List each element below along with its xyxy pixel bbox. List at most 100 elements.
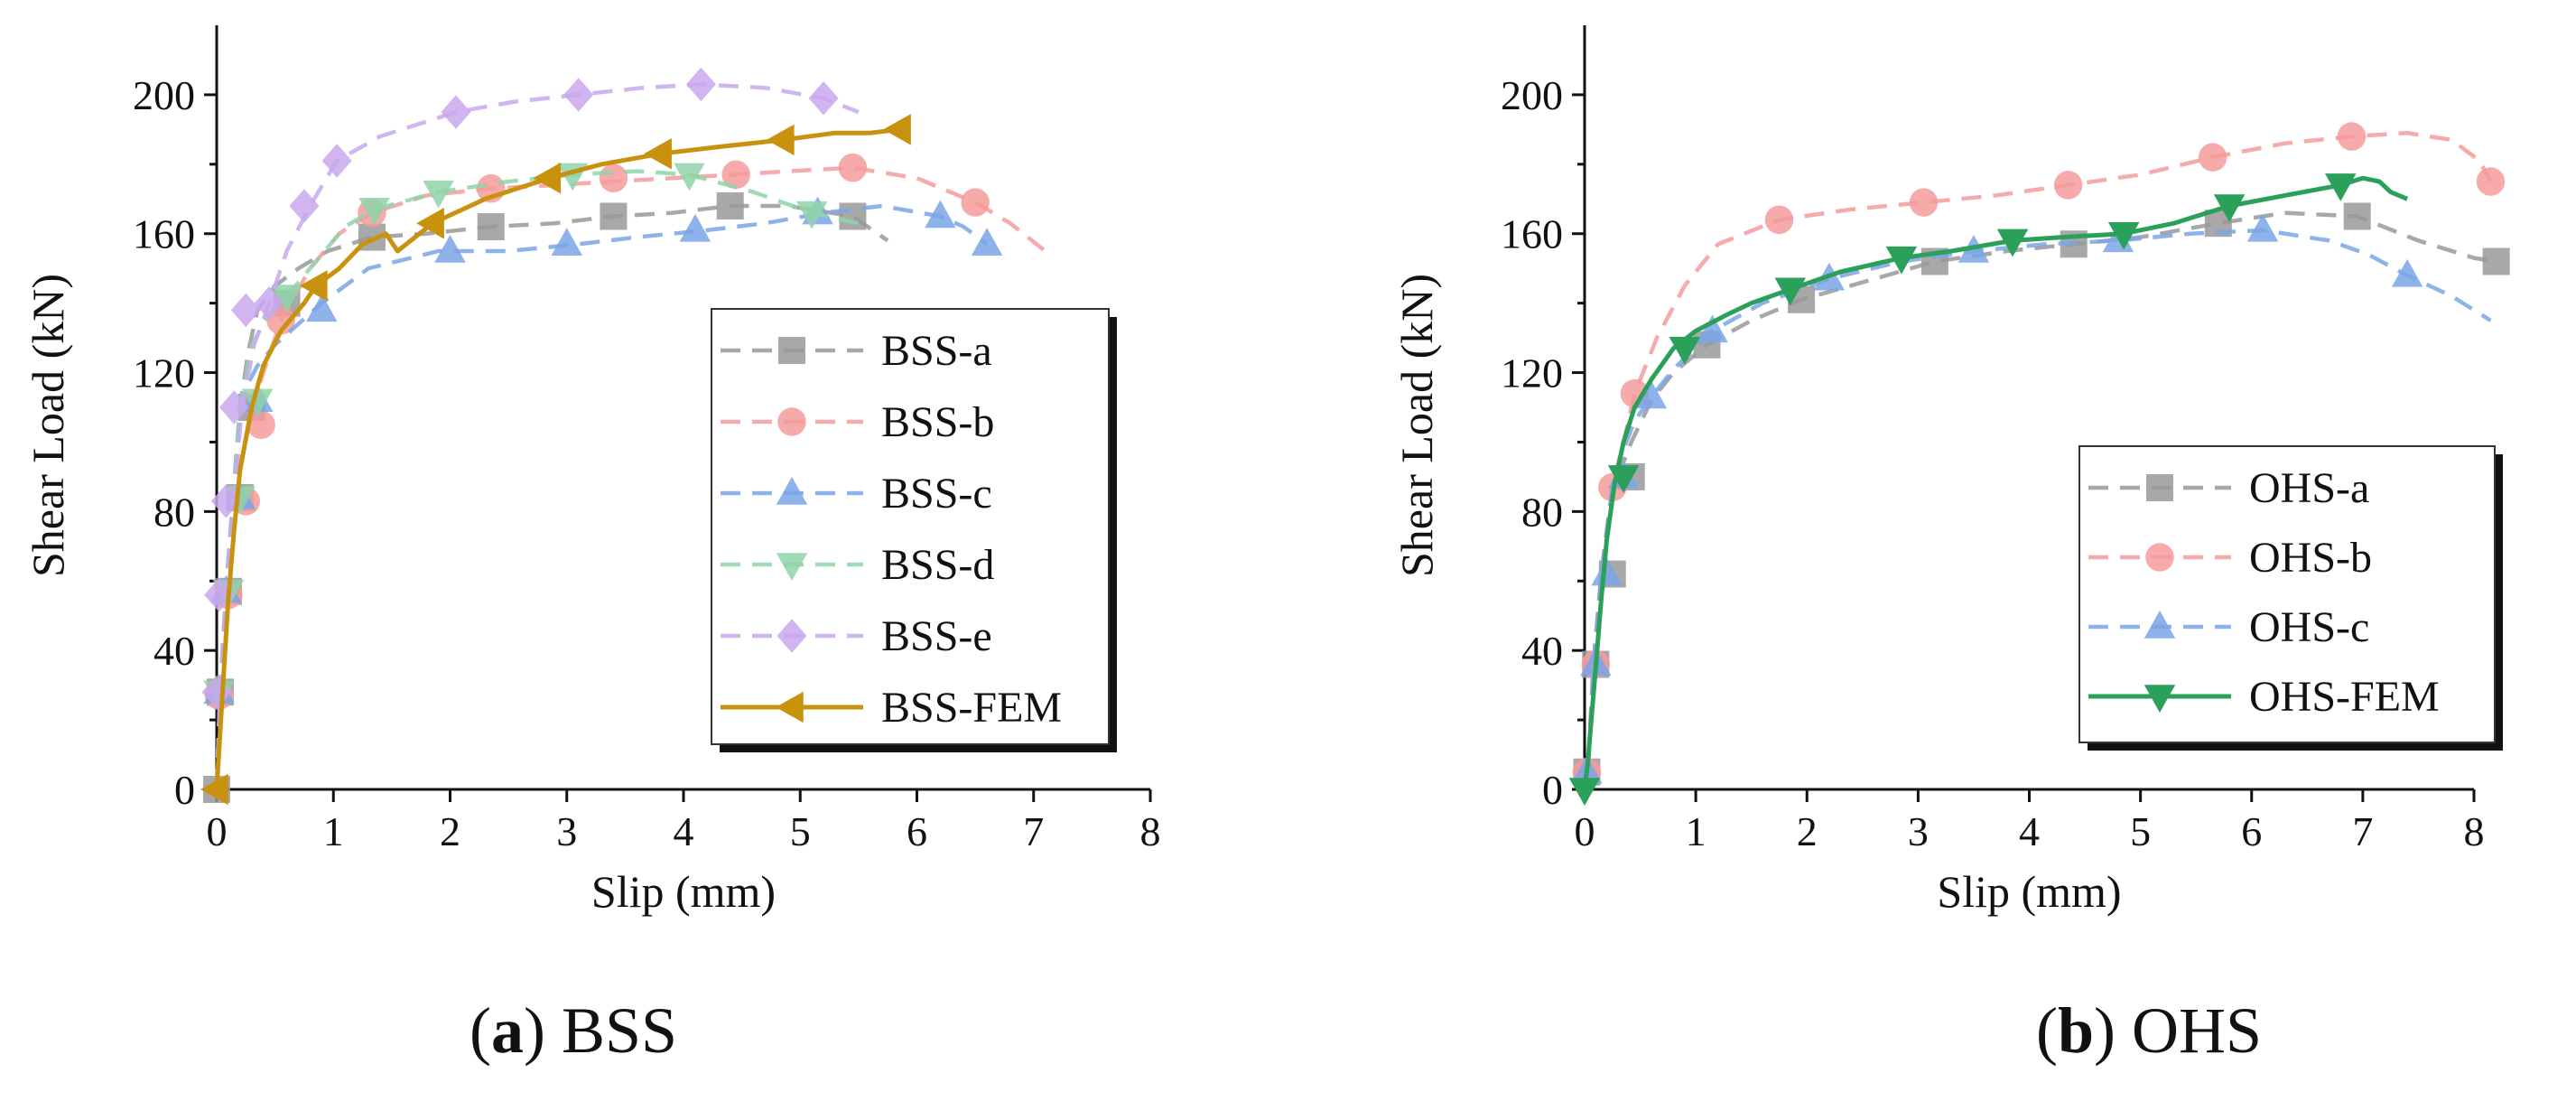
series-marker	[644, 138, 672, 170]
legend-item: OHS-a	[2088, 464, 2369, 512]
legend-label: OHS-a	[2249, 464, 2369, 512]
series-marker	[679, 213, 711, 242]
x-tick-label: 0	[1575, 808, 1595, 854]
legend-label: OHS-c	[2249, 603, 2369, 651]
legend-swatch-marker	[2144, 685, 2176, 713]
caption-letter: a	[491, 994, 524, 1067]
series-marker	[1697, 314, 1728, 343]
legend: OHS-a OHS-b OHS-c OHS-FEM	[2078, 445, 2503, 751]
series-marker	[2337, 122, 2367, 151]
series-marker	[766, 124, 795, 156]
series-marker	[2391, 258, 2423, 287]
y-tick-label: 160	[133, 211, 195, 257]
legend-label: BSS-d	[881, 541, 994, 589]
series-marker	[299, 270, 328, 302]
series-line	[214, 126, 900, 790]
series-marker	[246, 410, 275, 439]
x-tick-label: 2	[440, 808, 460, 854]
y-tick-label: 200	[133, 72, 195, 118]
legend-swatch-marker	[776, 477, 808, 505]
series-marker	[563, 78, 594, 112]
series-marker	[2053, 171, 2083, 200]
series-marker	[808, 81, 839, 116]
series-marker	[1568, 778, 1601, 806]
series-marker	[2482, 247, 2510, 275]
x-axis-title: Slip (mm)	[591, 866, 776, 917]
series-marker	[1885, 246, 1918, 275]
x-tick-label: 4	[2019, 808, 2040, 854]
series-marker	[685, 67, 716, 102]
series-marker	[254, 285, 284, 321]
legend-label: BSS-a	[881, 327, 992, 375]
y-tick-label: 120	[1501, 350, 1563, 397]
legend-swatch-marker	[776, 691, 804, 723]
legend-swatch-marker	[777, 407, 806, 436]
x-axis-title: Slip (mm)	[1937, 866, 2121, 917]
legend-swatch-marker	[2146, 474, 2173, 501]
legend-item: BSS-FEM	[721, 684, 1062, 732]
x-tick-label: 1	[1686, 808, 1706, 854]
series-marker	[477, 213, 505, 241]
series-marker	[839, 202, 867, 230]
series-marker	[2476, 167, 2506, 196]
series-marker	[2107, 221, 2140, 250]
legend-label: BSS-c	[881, 470, 992, 518]
caption-name: BSS	[562, 994, 677, 1067]
series-marker	[883, 114, 911, 145]
series-marker	[961, 188, 990, 217]
x-tick-label: 0	[207, 808, 228, 854]
panel-caption: (b) OHS	[2036, 994, 2262, 1067]
x-tick-label: 6	[907, 808, 927, 854]
y-tick-label: 200	[1501, 72, 1563, 118]
y-tick-label: 40	[153, 628, 195, 674]
series-marker	[600, 202, 628, 230]
series-marker	[416, 207, 444, 239]
series-marker	[210, 484, 241, 518]
series-marker	[551, 228, 582, 257]
series-marker	[289, 189, 320, 223]
y-axis-title: Shear Load (kN)	[1391, 274, 1442, 577]
y-axis-title: Shear Load (kN)	[23, 274, 73, 577]
series-marker	[434, 234, 466, 263]
series-line	[214, 203, 989, 790]
x-tick-label: 3	[1908, 808, 1929, 854]
series-marker	[423, 180, 454, 209]
x-tick-label: 5	[790, 808, 811, 854]
series-marker	[716, 191, 744, 219]
series-marker	[219, 390, 249, 425]
legend-label: BSS-b	[881, 398, 994, 446]
series-marker	[795, 201, 828, 229]
legend-swatch-marker	[2144, 611, 2176, 639]
series-marker	[306, 294, 338, 322]
series-marker	[599, 163, 628, 192]
x-tick-label: 8	[1140, 808, 1161, 854]
series-marker	[674, 163, 705, 191]
series-marker	[1635, 380, 1668, 409]
x-tick-label: 4	[674, 808, 694, 854]
series-marker	[200, 773, 228, 806]
legend-item: BSS-c	[721, 470, 992, 518]
legend-box	[711, 308, 1110, 745]
x-tick-label: 7	[2352, 808, 2373, 854]
series-marker	[1774, 277, 1807, 306]
legend-item: BSS-d	[721, 541, 994, 589]
legend-item: BSS-e	[721, 612, 992, 660]
x-tick-label: 7	[1023, 808, 1044, 854]
series-marker	[2325, 173, 2357, 201]
series-marker	[1591, 557, 1623, 586]
legend-swatch-marker	[2145, 543, 2174, 572]
series-marker	[1764, 205, 1794, 235]
series-marker	[1909, 188, 1939, 217]
legend-item: OHS-FEM	[2088, 673, 2440, 721]
series-line	[1582, 130, 2493, 790]
y-tick-label: 120	[133, 350, 195, 397]
series-marker	[925, 200, 956, 229]
y-tick-label: 0	[1542, 767, 1563, 813]
caption-name: OHS	[2132, 994, 2262, 1067]
series-marker	[2343, 202, 2371, 230]
x-tick-label: 3	[556, 808, 577, 854]
series-marker	[230, 293, 261, 328]
series-marker	[721, 160, 750, 190]
